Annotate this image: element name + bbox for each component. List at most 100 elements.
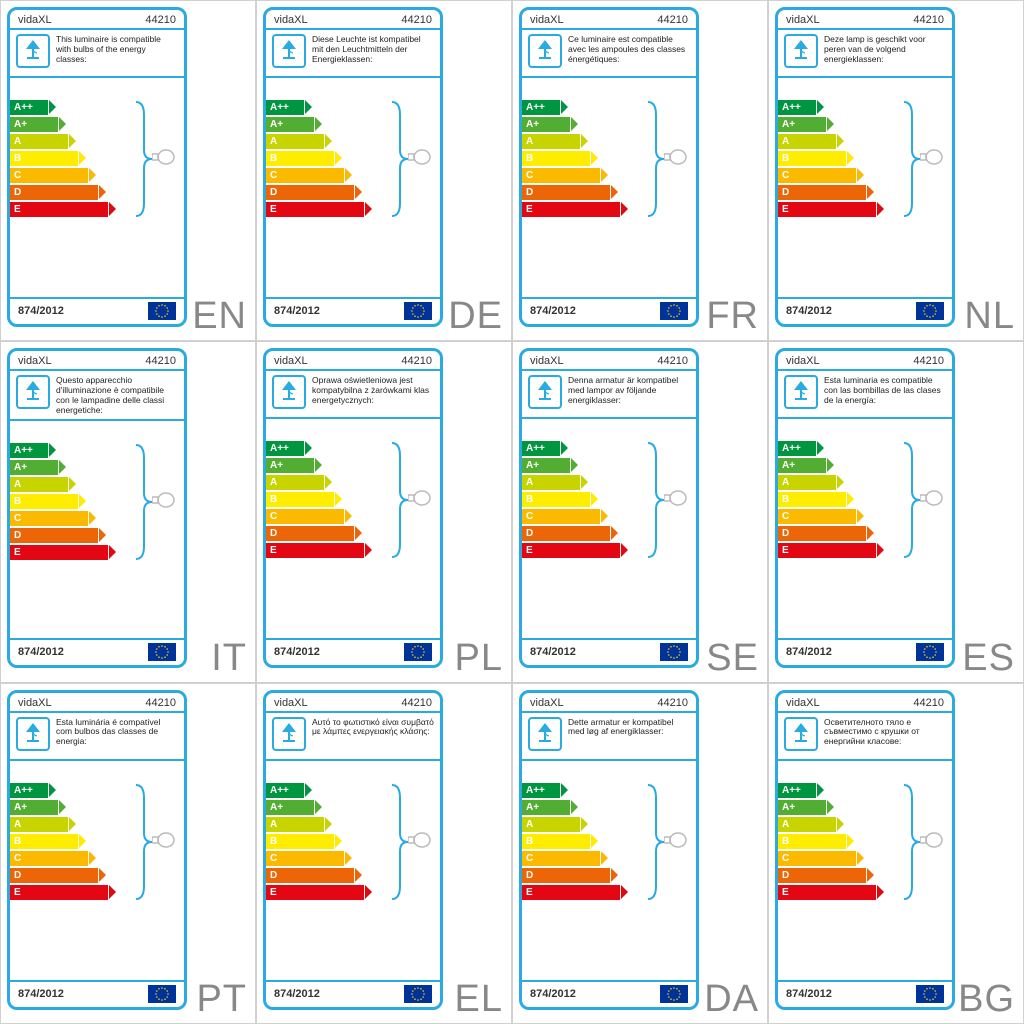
energy-class-label: A+ bbox=[526, 460, 539, 471]
lamp-icon-box bbox=[528, 717, 562, 751]
energy-class-label: A++ bbox=[782, 102, 801, 113]
info-row: Oprawa oświetleniowa jest kompatybilna z… bbox=[266, 371, 440, 419]
energy-arrows: A++ A+ A B C bbox=[778, 761, 952, 906]
card-header: vidaXL 44210 bbox=[266, 693, 440, 713]
energy-class-label: A bbox=[526, 819, 533, 830]
label-cell: vidaXL 44210 Ce luminaire est compatible… bbox=[512, 0, 768, 341]
compatibility-text: Esta luminaria es compatible con las bom… bbox=[824, 375, 946, 405]
card-header: vidaXL 44210 bbox=[778, 10, 952, 30]
brace-icon bbox=[902, 441, 922, 559]
energy-class-label: E bbox=[526, 545, 533, 556]
energy-class-label: C bbox=[782, 853, 789, 864]
compatibility-text: Dette armatur er kompatibel med løg af e… bbox=[568, 717, 690, 738]
energy-arrows: A++ A+ A B C bbox=[10, 421, 184, 566]
language-code: IT bbox=[211, 637, 247, 680]
eu-flag-icon bbox=[404, 643, 432, 661]
eu-stars-icon bbox=[916, 302, 944, 320]
brace-icon bbox=[390, 783, 410, 901]
card-footer: 874/2012 bbox=[522, 980, 696, 1007]
eu-flag-icon bbox=[660, 302, 688, 320]
energy-arrows: A++ A+ A B C bbox=[778, 419, 952, 564]
energy-class-label: E bbox=[782, 204, 789, 215]
energy-class-label: A bbox=[782, 136, 789, 147]
card-header: vidaXL 44210 bbox=[266, 351, 440, 371]
brand-text: vidaXL bbox=[530, 14, 564, 26]
model-text: 44210 bbox=[657, 355, 688, 367]
energy-class-label: A++ bbox=[526, 785, 545, 796]
brace-icon bbox=[134, 443, 154, 561]
energy-class-label: E bbox=[14, 547, 21, 558]
card-footer: 874/2012 bbox=[10, 980, 184, 1007]
energy-class-label: C bbox=[526, 511, 533, 522]
energy-class-label: C bbox=[14, 853, 21, 864]
model-text: 44210 bbox=[913, 14, 944, 26]
energy-arrows: A++ A+ A B C bbox=[778, 78, 952, 223]
compatibility-text: Deze lamp is geschikt voor peren van de … bbox=[824, 34, 946, 64]
eu-flag-icon bbox=[404, 985, 432, 1003]
language-code: PL bbox=[455, 637, 503, 680]
energy-class-label: D bbox=[782, 870, 789, 881]
eu-flag-icon bbox=[148, 985, 176, 1003]
regulation-text: 874/2012 bbox=[18, 305, 64, 317]
info-row: Diese Leuchte ist kompatibel mit den Leu… bbox=[266, 30, 440, 78]
lamp-icon bbox=[20, 38, 46, 64]
energy-class-label: A bbox=[14, 136, 21, 147]
lamp-icon bbox=[788, 721, 814, 747]
energy-class-label: C bbox=[782, 170, 789, 181]
language-code: EN bbox=[192, 295, 247, 338]
brand-text: vidaXL bbox=[530, 355, 564, 367]
label-cell: vidaXL 44210 Dette armatur er kompatibel… bbox=[512, 683, 768, 1024]
energy-class-label: E bbox=[270, 887, 277, 898]
eu-stars-icon bbox=[660, 643, 688, 661]
compatibility-text: Denna armatur är kompatibel med lampor a… bbox=[568, 375, 690, 405]
energy-class-label: A++ bbox=[270, 785, 289, 796]
bulb-icon bbox=[664, 831, 688, 849]
energy-arrows: A++ A+ A B C bbox=[522, 78, 696, 223]
regulation-text: 874/2012 bbox=[786, 646, 832, 658]
energy-class-label: D bbox=[526, 528, 533, 539]
lamp-icon-box bbox=[784, 34, 818, 68]
info-row: This luminaire is compatible with bulbs … bbox=[10, 30, 184, 78]
brand-text: vidaXL bbox=[530, 697, 564, 709]
model-text: 44210 bbox=[913, 355, 944, 367]
energy-label-card: vidaXL 44210 This luminaire is compatibl… bbox=[7, 7, 187, 327]
label-cell: vidaXL 44210 Осветителното тяло е съвмес… bbox=[768, 683, 1024, 1024]
energy-class-label: B bbox=[14, 153, 21, 164]
bulb-icon bbox=[152, 148, 176, 166]
energy-label-card: vidaXL 44210 Осветителното тяло е съвмес… bbox=[775, 690, 955, 1010]
energy-class-label: D bbox=[526, 870, 533, 881]
energy-class-label: D bbox=[270, 187, 277, 198]
regulation-text: 874/2012 bbox=[530, 646, 576, 658]
card-footer: 874/2012 bbox=[778, 297, 952, 324]
brand-text: vidaXL bbox=[18, 14, 52, 26]
bulb-icon bbox=[664, 489, 688, 507]
eu-stars-icon bbox=[404, 643, 432, 661]
lamp-icon bbox=[532, 721, 558, 747]
label-cell: vidaXL 44210 Esta luminária é compatível… bbox=[0, 683, 256, 1024]
energy-arrows: A++ A+ A B C bbox=[266, 419, 440, 564]
label-cell: vidaXL 44210 Αυτό το φωτιστικό είναι συμ… bbox=[256, 683, 512, 1024]
energy-arrows: A++ A+ A B C bbox=[10, 78, 184, 223]
bulb-icon bbox=[152, 831, 176, 849]
eu-stars-icon bbox=[404, 985, 432, 1003]
lamp-icon bbox=[276, 721, 302, 747]
model-text: 44210 bbox=[401, 14, 432, 26]
energy-class-label: E bbox=[270, 545, 277, 556]
energy-class-label: A++ bbox=[270, 102, 289, 113]
bulb-icon bbox=[152, 491, 176, 509]
info-row: Deze lamp is geschikt voor peren van de … bbox=[778, 30, 952, 78]
energy-class-label: A++ bbox=[526, 443, 545, 454]
energy-class-label: C bbox=[526, 853, 533, 864]
energy-class-label: C bbox=[270, 853, 277, 864]
bulb-icon bbox=[920, 831, 944, 849]
energy-class-label: C bbox=[14, 513, 21, 524]
label-cell: vidaXL 44210 Diese Leuchte ist kompatibe… bbox=[256, 0, 512, 341]
eu-flag-icon bbox=[660, 643, 688, 661]
energy-class-label: B bbox=[14, 836, 21, 847]
energy-class-label: E bbox=[526, 204, 533, 215]
card-footer: 874/2012 bbox=[266, 980, 440, 1007]
regulation-text: 874/2012 bbox=[530, 988, 576, 1000]
lamp-icon bbox=[532, 379, 558, 405]
card-footer: 874/2012 bbox=[266, 638, 440, 665]
energy-class-label: A+ bbox=[270, 119, 283, 130]
